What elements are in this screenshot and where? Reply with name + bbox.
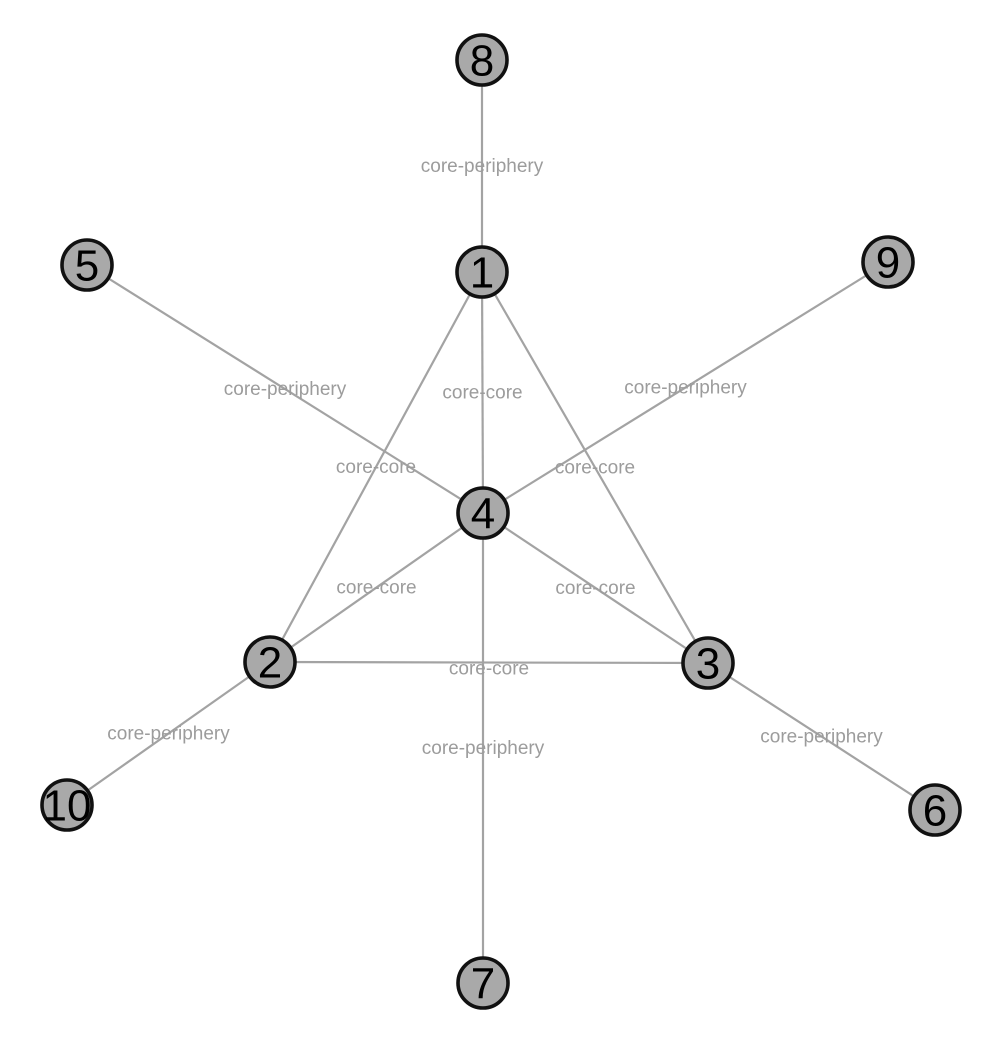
- edge-label-2-3: core-core: [449, 659, 529, 680]
- nodes-layer: 1 2 3 4 5 6 7 8 9 10: [40, 33, 962, 1010]
- node-label-8: 8: [470, 37, 494, 86]
- node-6: [908, 783, 962, 837]
- edges-layer: [66, 60, 936, 983]
- node-label-1: 1: [470, 249, 494, 298]
- node-label-10: 10: [43, 782, 92, 831]
- edge-label-1-8: core-periphery: [421, 156, 544, 177]
- edge-label-2-4: core-core: [336, 578, 416, 599]
- edge-2-4: [269, 512, 484, 663]
- edge-2-3: [269, 660, 709, 665]
- node-9: [861, 235, 915, 289]
- edge-label-4-9: core-periphery: [624, 378, 747, 399]
- edge-4-9: [482, 261, 889, 514]
- edge-label-2-10: core-periphery: [107, 724, 230, 745]
- edge-label-3-4: core-core: [555, 578, 635, 599]
- node-2: [243, 635, 297, 689]
- node-3: [681, 636, 735, 690]
- edge-4-5: [86, 264, 484, 514]
- edge-label-3-6: core-periphery: [760, 727, 883, 748]
- node-label-9: 9: [876, 239, 900, 288]
- node-5: [60, 238, 114, 292]
- edge-1-2: [269, 271, 483, 663]
- edge-label-1-3: core-core: [555, 458, 635, 479]
- edge-label-1-4: core-core: [442, 383, 522, 404]
- edge-label-4-5: core-periphery: [224, 379, 347, 400]
- node-4: [456, 486, 510, 540]
- node-7: [456, 956, 510, 1010]
- edge-label-4-7: core-periphery: [422, 738, 545, 759]
- edge-1-3: [481, 271, 709, 664]
- edge-labels-layer: core-periphery core-periphery core-periphe…: [107, 156, 883, 759]
- node-10: [40, 778, 94, 832]
- node-label-2: 2: [258, 639, 282, 688]
- node-1: [455, 245, 509, 299]
- node-label-4: 4: [471, 490, 495, 539]
- edge-1-4: [480, 271, 485, 514]
- node-label-7: 7: [471, 960, 495, 1009]
- edge-2-10: [66, 661, 271, 806]
- node-label-3: 3: [696, 640, 720, 689]
- edge-3-6: [707, 662, 936, 811]
- node-label-6: 6: [923, 787, 947, 836]
- node-label-5: 5: [75, 242, 99, 291]
- edge-3-4: [482, 512, 709, 664]
- node-8: [455, 33, 509, 87]
- edge-label-1-2: core-core: [336, 457, 416, 478]
